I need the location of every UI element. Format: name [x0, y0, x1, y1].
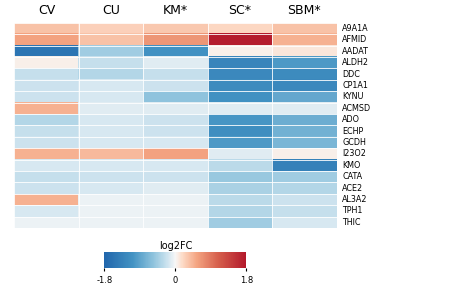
Text: AFMID: AFMID [342, 35, 367, 44]
Text: DDC: DDC [342, 70, 360, 79]
Text: ACE2: ACE2 [342, 184, 363, 193]
Text: KMO: KMO [342, 161, 360, 170]
Text: AADAT: AADAT [342, 47, 369, 56]
Text: AL3A2: AL3A2 [342, 195, 368, 204]
Text: A9A1A: A9A1A [342, 24, 369, 33]
Text: TPH1: TPH1 [342, 206, 363, 215]
Text: ADO: ADO [342, 115, 360, 124]
Text: CATA: CATA [342, 172, 362, 181]
Text: GCDH: GCDH [342, 138, 366, 147]
Text: ACMSD: ACMSD [342, 104, 371, 113]
Text: CP1A1: CP1A1 [342, 81, 368, 90]
Text: KYNU: KYNU [342, 92, 364, 101]
Text: THIC: THIC [342, 218, 361, 227]
Title: log2FC: log2FC [159, 241, 192, 251]
Text: I23O2: I23O2 [342, 149, 366, 158]
Text: ALDH2: ALDH2 [342, 58, 369, 67]
Text: ECHP: ECHP [342, 127, 364, 136]
